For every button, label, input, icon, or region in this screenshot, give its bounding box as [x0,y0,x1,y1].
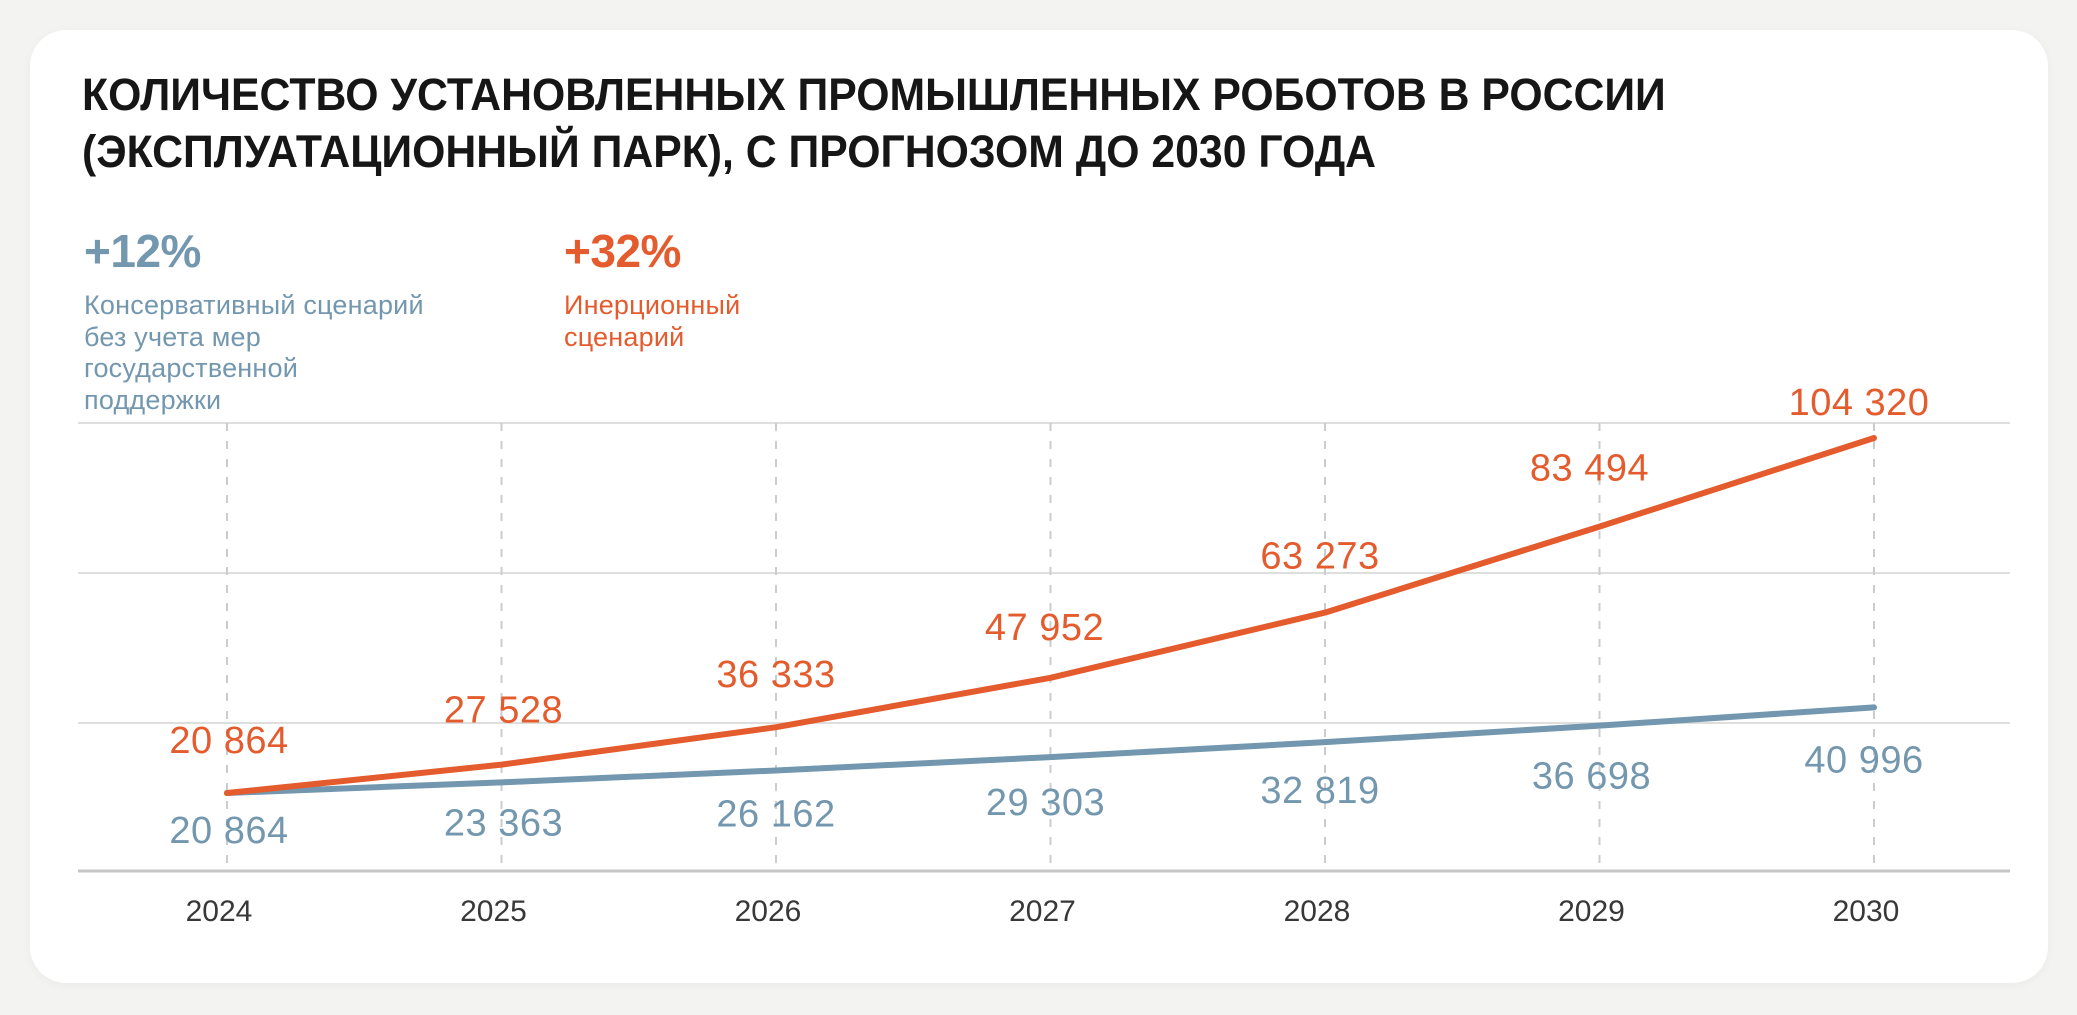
inertial-growth-value: +32% [564,225,681,277]
conservative-growth-value: +12% [84,225,201,277]
data-label-conservative-2024: 20 864 [169,810,288,852]
inertial-scenario-label: Инерционный сценарий [564,290,741,352]
chart-card [30,30,2048,983]
x-tick-2030: 2030 [1833,895,1900,928]
x-tick-2024: 2024 [186,895,253,928]
data-label-conservative-2029: 36 698 [1532,756,1651,798]
data-label-conservative-2030: 40 996 [1804,739,1923,781]
data-label-inertial-2024: 20 864 [169,720,288,762]
data-label-conservative-2026: 26 162 [716,793,835,835]
x-tick-2026: 2026 [735,895,802,928]
x-tick-2025: 2025 [460,895,527,928]
data-label-conservative-2027: 29 303 [986,782,1105,824]
x-tick-2029: 2029 [1558,895,1625,928]
data-label-inertial-2026: 36 333 [716,654,835,696]
legend-inertial: +32% Инерционный сценарий [564,228,884,353]
x-tick-2027: 2027 [1009,895,1076,928]
data-label-conservative-2028: 32 819 [1260,770,1379,812]
data-label-inertial-2027: 47 952 [985,607,1104,649]
x-tick-2028: 2028 [1284,895,1351,928]
data-label-inertial-2029: 83 494 [1530,448,1649,490]
series-line-inertial [224,435,1877,796]
series-line-conservative [224,704,1877,796]
data-label-inertial-2030: 104 320 [1789,382,1930,424]
data-label-inertial-2025: 27 528 [444,690,563,732]
legend-conservative: +12% Консервативный сценарий без учета м… [84,228,524,416]
conservative-scenario-label: Консервативный сценарий без учета мер го… [84,290,424,415]
data-label-inertial-2028: 63 273 [1260,536,1379,578]
page-title: КОЛИЧЕСТВО УСТАНОВЛЕННЫХ ПРОМЫШЛЕННЫХ РО… [82,69,1666,178]
data-label-conservative-2025: 23 363 [444,802,563,844]
